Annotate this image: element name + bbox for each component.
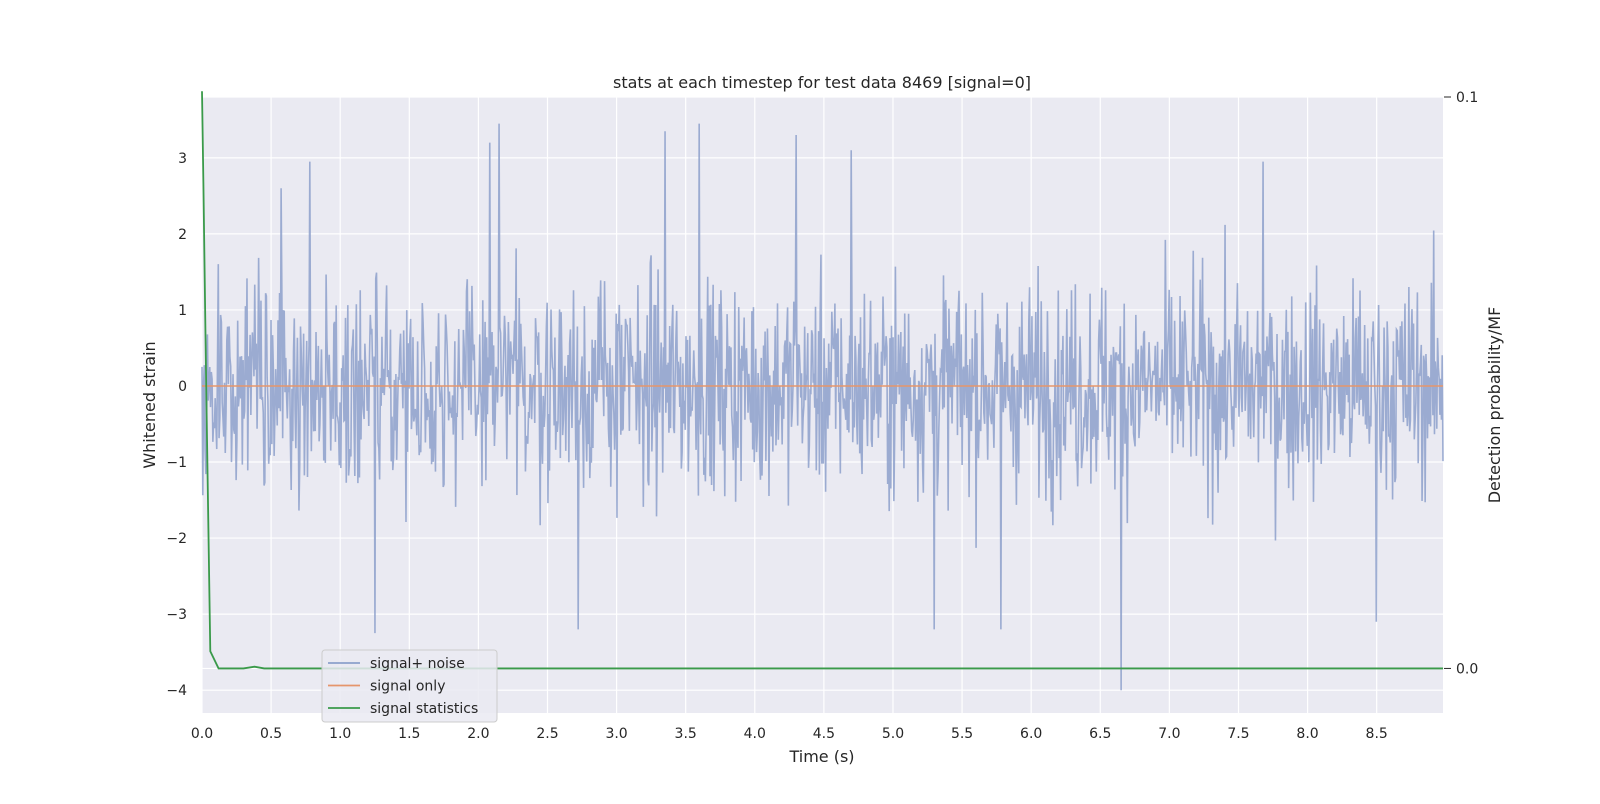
y-tick-label: 3 bbox=[178, 151, 187, 167]
y-tick-label: 2 bbox=[178, 227, 187, 243]
x-tick-label: 6.5 bbox=[1089, 726, 1111, 742]
x-tick-label: 6.0 bbox=[1020, 726, 1042, 742]
x-tick-label: 5.5 bbox=[951, 726, 973, 742]
x-tick-label: 4.0 bbox=[744, 726, 766, 742]
y-tick-labels: 3 2 1 0 −1 −2 −3 −4 bbox=[166, 151, 187, 699]
x-tick-label: 5.0 bbox=[882, 726, 904, 742]
y2-tick-label: 0.0 bbox=[1456, 661, 1478, 677]
y2-axis-label: Detection probability/MF bbox=[1485, 307, 1504, 504]
y-axis-label: Whitened strain bbox=[140, 341, 159, 468]
series-layer bbox=[201, 91, 1444, 691]
x-tick-label: 2.5 bbox=[536, 726, 558, 742]
y-tick-label: 1 bbox=[178, 303, 187, 319]
y-tick-label: −1 bbox=[166, 455, 187, 471]
x-axis-label: Time (s) bbox=[788, 747, 854, 766]
x-tick-label: 8.5 bbox=[1366, 726, 1388, 742]
x-tick-label: 2.0 bbox=[467, 726, 489, 742]
x-tick-label: 3.5 bbox=[675, 726, 697, 742]
x-tick-label: 0.5 bbox=[260, 726, 282, 742]
y2-tick-label: 0.1 bbox=[1456, 90, 1478, 106]
x-tick-label: 3.0 bbox=[605, 726, 627, 742]
y-tick-label: −3 bbox=[166, 607, 187, 623]
legend-label: signal only bbox=[370, 679, 445, 695]
x-tick-label: 1.5 bbox=[398, 726, 420, 742]
x-tick-label: 1.0 bbox=[329, 726, 351, 742]
x-tick-label: 8.0 bbox=[1296, 726, 1318, 742]
legend-box bbox=[321, 649, 498, 723]
x-tick-label: 7.0 bbox=[1158, 726, 1180, 742]
series-line-signal-statistics bbox=[201, 91, 1443, 670]
x-tick-label: 7.5 bbox=[1227, 726, 1249, 742]
y-tick-label: −2 bbox=[166, 531, 187, 547]
x-tick-labels: 0.0 0.5 1.0 1.5 2.0 2.5 3.0 3.5 4.0 4.5 5.0 5.5 6.0 6… bbox=[191, 726, 1388, 742]
series-line-signal-plus-noise bbox=[201, 123, 1444, 691]
legend: signal+ noise signal only signal statistic… bbox=[321, 649, 498, 723]
y2-tick-labels: 0.1 0.0 bbox=[1444, 90, 1478, 677]
y-tick-label: 0 bbox=[178, 379, 187, 395]
legend-label: signal+ noise bbox=[370, 656, 465, 672]
x-tick-label: 4.5 bbox=[813, 726, 835, 742]
y-tick-label: −4 bbox=[166, 683, 187, 699]
legend-label: signal statistics bbox=[370, 701, 478, 717]
chart-title: stats at each timestep for test data 846… bbox=[613, 73, 1031, 92]
x-tick-label: 0.0 bbox=[191, 726, 213, 742]
